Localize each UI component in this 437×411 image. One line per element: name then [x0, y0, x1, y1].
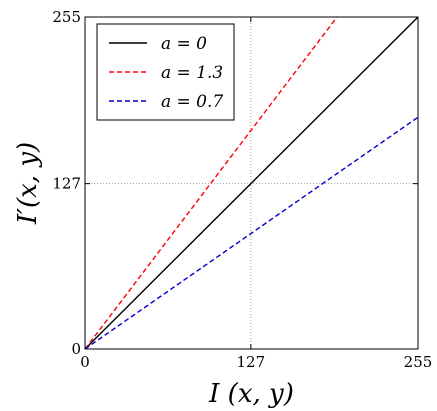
x-tick-label: 0 [80, 353, 90, 371]
y-tick-label: 0 [71, 340, 81, 358]
x-tick-label: 255 [404, 353, 433, 371]
legend-label-1: a = 0 [161, 34, 207, 54]
series-line-1 [84, 16, 419, 350]
plot-frame [84, 16, 419, 350]
tick-layer: 0 127 255 0 127 255 [52, 8, 432, 371]
y-axis-label: I′(x, y) [13, 142, 43, 225]
grid-layer [85, 17, 418, 349]
x-tick-label: 127 [237, 353, 266, 371]
legend-label-3: a = 0.7 [161, 92, 223, 112]
legend-label-2: a = 1.3 [161, 63, 223, 83]
x-axis-label: I (x, y) [208, 379, 294, 409]
series-layer [84, 16, 419, 350]
series-line-2 [84, 16, 338, 350]
y-tick-label: 255 [52, 8, 81, 26]
legend: a = 0 a = 1.3 a = 0.7 [96, 23, 235, 121]
series-line-3 [84, 116, 419, 350]
y-tick-label: 127 [52, 175, 81, 193]
